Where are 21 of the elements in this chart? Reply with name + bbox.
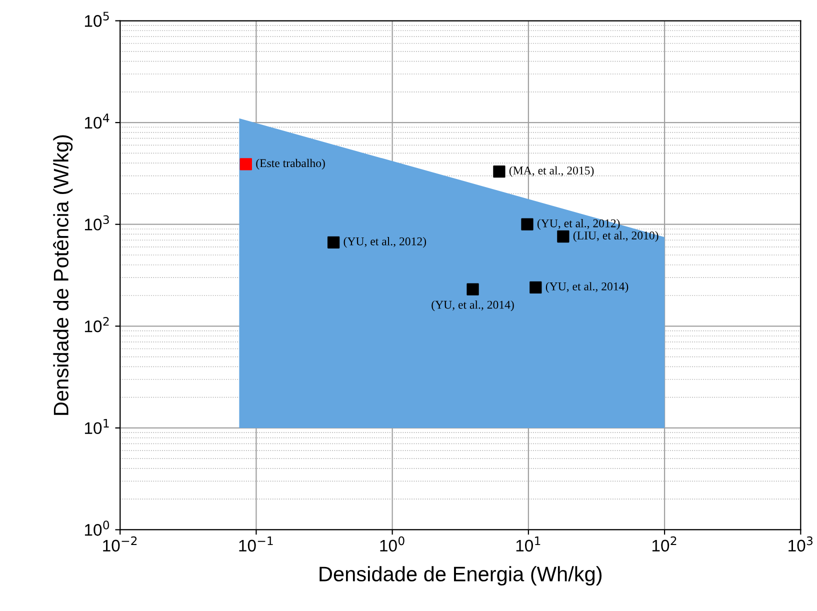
y-axis-title: Densidade de Potência (W/kg) — [53, 135, 73, 415]
x-axis-title: Densidade de Energia (Wh/kg) — [320, 566, 602, 586]
annotation: (YU, et al., 2012) — [344, 237, 426, 248]
x-tick-label: 10$^{3}$ — [788, 536, 813, 552]
x-tick-label: 10$^{0}$ — [380, 536, 404, 552]
annotation: (YU, et al., 2014) — [546, 282, 628, 293]
y-tick-label: 10$^{4}$ — [84, 114, 110, 129]
annotation: (Este trabalho) — [256, 158, 325, 170]
annotation: (MA, et al., 2015) — [509, 166, 594, 177]
y-tick-label: 10$^{3}$ — [84, 215, 109, 230]
annotation: (YU, et al., 2012) — [537, 219, 620, 230]
y-tick-label: 10$^{5}$ — [84, 12, 109, 27]
y-tick-label: 10$^{0}$ — [84, 520, 110, 536]
y-tick-label: 10$^{2}$ — [84, 317, 109, 332]
annotation: (YU, et al., 2014) — [432, 300, 514, 312]
y-tick-label: 10$^{1}$ — [84, 418, 109, 434]
x-tick-label: 10$^{−1}$ — [239, 536, 273, 552]
x-tick-label: 10$^{1}$ — [516, 536, 540, 552]
annotation: (LIU, et al., 2010) — [573, 231, 658, 242]
x-tick-label: 10$^{−2}$ — [103, 536, 137, 552]
x-tick-label: 10$^{2}$ — [652, 536, 676, 552]
